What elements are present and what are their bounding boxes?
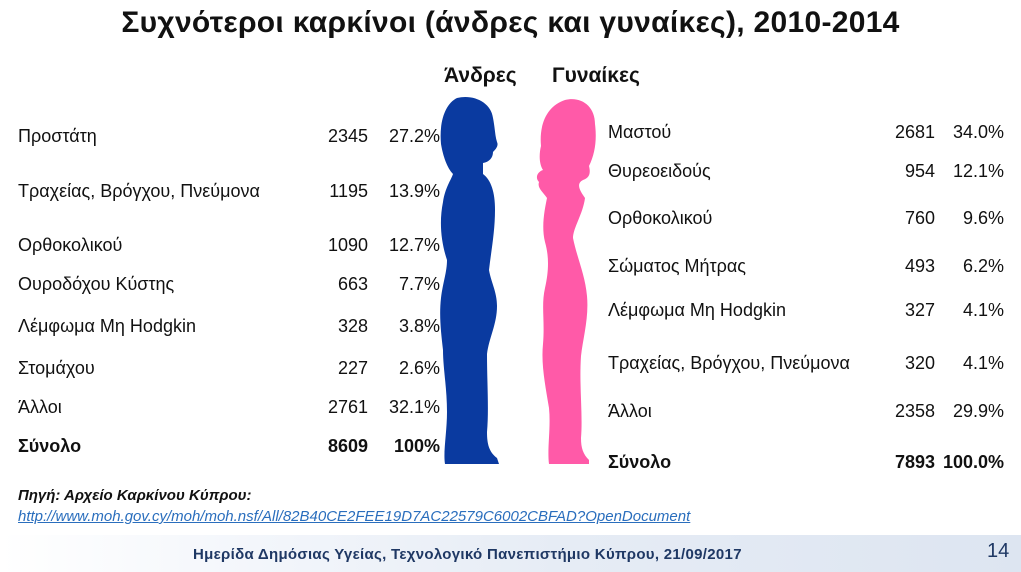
source-link[interactable]: http://www.moh.gov.cy/moh/moh.nsf/All/82… <box>18 508 691 525</box>
slide-title: Συχνότεροι καρκίνοι (άνδρες και γυναίκες… <box>121 6 900 39</box>
cancer-label: Ορθοκολικού <box>608 208 713 228</box>
case-count: 1195 <box>329 181 368 201</box>
men-row: Τραχείας, Βρόγχου, Πνεύμονα 1195 13.9% <box>18 178 440 204</box>
cancer-label: Θυρεοειδούς <box>608 161 711 181</box>
men-row: Ορθοκολικού 1090 12.7% <box>18 232 440 258</box>
cancer-label: Λέμφωμα Μη Hodgkin <box>608 300 786 320</box>
cancer-label: Άλλοι <box>18 397 62 417</box>
case-percent: 4.1% <box>962 300 1004 320</box>
women-row: Λέμφωμα Μη Hodgkin 327 4.1% <box>608 297 1013 323</box>
source-note: Πηγή: Αρχείο Καρκίνου Κύπρου: http://www… <box>18 487 690 525</box>
women-row: Σώματος Μήτρας 493 6.2% <box>608 253 1013 279</box>
cancer-label: Λέμφωμα Μη Hodgkin <box>18 316 196 336</box>
women-row: Ορθοκολικού 760 9.6% <box>608 205 1013 231</box>
case-percent: 12.7% <box>388 235 440 255</box>
cancer-label: Άλλοι <box>608 401 652 421</box>
women-row: Τραχείας, Βρόγχου, Πνεύμονα 320 4.1% <box>608 350 1013 376</box>
case-percent: 7.7% <box>398 274 440 294</box>
cancer-label: Ουροδόχου Κύστης <box>18 274 175 294</box>
case-count: 320 <box>904 353 935 373</box>
cancer-label: Ορθοκολικού <box>18 235 123 255</box>
women-row: Άλλοι 2358 29.9% <box>608 398 1013 424</box>
case-percent: 27.2% <box>388 126 440 146</box>
cancer-label: Τραχείας, Βρόγχου, Πνεύμονα <box>608 353 850 373</box>
case-percent: 6.2% <box>962 256 1004 276</box>
cancer-label: Σώματος Μήτρας <box>608 256 746 276</box>
men-row: Στομάχου 227 2.6% <box>18 355 440 381</box>
case-count: 663 <box>337 274 368 294</box>
case-percent: 100.0% <box>942 452 1004 472</box>
cancer-label: Στομάχου <box>18 358 95 378</box>
case-percent: 12.1% <box>952 161 1004 181</box>
cancer-label: Σύνολο <box>18 436 82 456</box>
men-header: Άνδρες <box>444 64 517 87</box>
case-percent: 34.0% <box>952 122 1004 142</box>
cancer-label: Προστάτη <box>18 126 97 146</box>
men-row: Σύνολο 8609 100% <box>18 433 440 459</box>
case-count: 493 <box>904 256 935 276</box>
case-count: 227 <box>337 358 368 378</box>
case-percent: 3.8% <box>398 316 440 336</box>
case-percent: 29.9% <box>952 401 1004 421</box>
women-row: Σύνολο 7893 100.0% <box>608 449 1013 475</box>
case-count: 1090 <box>327 235 368 255</box>
case-percent: 9.6% <box>962 208 1004 228</box>
women-row: Μαστού 2681 34.0% <box>608 119 1013 145</box>
page-number: 14 <box>987 540 1010 562</box>
case-count: 328 <box>337 316 368 336</box>
case-percent: 2.6% <box>398 358 440 378</box>
case-count: 760 <box>904 208 935 228</box>
case-percent: 13.9% <box>388 181 440 201</box>
men-row: Ουροδόχου Κύστης 663 7.7% <box>18 271 440 297</box>
case-percent: 4.1% <box>962 353 1004 373</box>
footer-band <box>0 535 1021 572</box>
case-percent: 32.1% <box>388 397 440 417</box>
women-header: Γυναίκες <box>552 64 640 87</box>
men-row: Προστάτη 2345 27.2% <box>18 123 440 149</box>
women-row: Θυρεοειδούς 954 12.1% <box>608 158 1013 184</box>
case-count: 2761 <box>327 397 368 417</box>
cancer-label: Τραχείας, Βρόγχου, Πνεύμονα <box>18 181 260 201</box>
men-row: Λέμφωμα Μη Hodgkin 328 3.8% <box>18 313 440 339</box>
female-silhouette-icon <box>536 99 596 464</box>
case-count: 2345 <box>327 126 368 146</box>
case-count: 2358 <box>894 401 935 421</box>
source-title: Πηγή: Αρχείο Καρκίνου Κύπρου: <box>18 487 252 504</box>
case-count: 954 <box>904 161 935 181</box>
case-percent: 100% <box>393 436 440 456</box>
cancer-label: Μαστού <box>608 122 672 142</box>
men-row: Άλλοι 2761 32.1% <box>18 394 440 420</box>
case-count: 327 <box>904 300 935 320</box>
case-count: 7893 <box>894 452 935 472</box>
male-silhouette-icon <box>440 96 499 465</box>
cancer-label: Σύνολο <box>608 452 672 472</box>
case-count: 8609 <box>327 436 368 456</box>
footer-text: Ημερίδα Δημόσιας Υγείας, Τεχνολογικό Παν… <box>193 546 742 563</box>
case-count: 2681 <box>894 122 935 142</box>
